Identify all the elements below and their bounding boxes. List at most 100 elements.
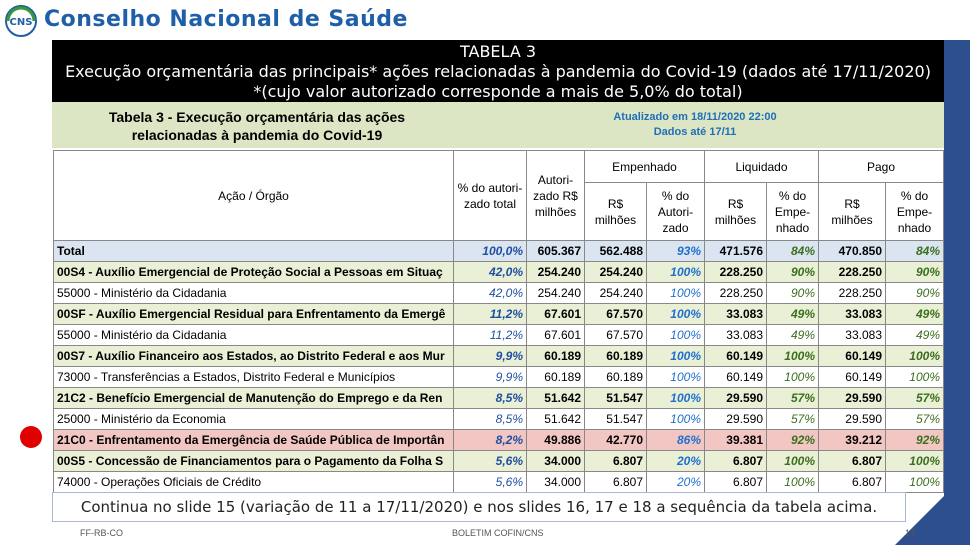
row-acao: 21C0 - Enfrentamento da Emergência de Sa… [53,429,454,451]
row-acao: 73000 - Transferências a Estados, Distri… [53,366,454,388]
row-pago-pct: 84% [885,240,944,262]
banner-subtitle: Execução orçamentária das principais* aç… [65,62,931,81]
row-autorizado: 605.367 [526,240,585,262]
row-autorizado: 51.642 [526,408,585,430]
row-pct-total: 11,2% [453,324,527,346]
subheader-title: Tabela 3 - Execução orçamentária das açõ… [108,109,406,143]
row-acao: 00S7 - Auxílio Financeiro aos Estados, a… [53,345,454,367]
col-header-pago: Pago [818,150,944,183]
row-empenhado-pct: 100% [646,303,705,325]
row-liquidado-pct: 100% [766,345,819,367]
row-pago-pct: 100% [885,450,944,472]
budget-table: Ação / Órgão % do autori- zado total Aut… [53,150,944,493]
row-empenhado-pct: 100% [646,366,705,388]
row-pago-pct: 90% [885,261,944,283]
col-header-pago-rs: R$ milhões [818,182,886,241]
row-liquidado: 29.590 [704,387,767,409]
row-autorizado: 254.240 [526,261,585,283]
col-header-liquidado: Liquidado [704,150,819,183]
row-pct-total: 8,2% [453,429,527,451]
row-pago: 228.250 [818,282,886,304]
footer-center: BOLETIM COFIN/CNS [452,528,544,538]
row-pago: 39.212 [818,429,886,451]
row-pago: 470.850 [818,240,886,262]
table-row: 73000 - Transferências a Estados, Distri… [53,366,944,388]
col-header-autorizado: Autori- zado R$ milhões [526,150,585,241]
highlight-marker-icon [20,426,42,448]
row-autorizado: 60.189 [526,366,585,388]
row-acao: 00S4 - Auxílio Emergencial de Proteção S… [53,261,454,283]
subheader-update: Atualizado em 18/11/2020 22:00 Dados até… [600,110,790,140]
cns-logo-icon: CNS [5,5,37,37]
table-row: 00S5 - Concessão de Financiamentos para … [53,450,944,472]
table-banner: TABELA 3 Execução orçamentária das princ… [52,40,944,102]
row-pct-total: 5,6% [453,471,527,493]
row-liquidado: 33.083 [704,303,767,325]
table-row: 00S7 - Auxílio Financeiro aos Estados, a… [53,345,944,367]
footer-left: FF-RB-CO [80,528,123,538]
row-empenhado: 42.770 [584,429,647,451]
table-row: Total 100,0% 605.367 562.488 93% 471.576 84% 47… [53,240,944,262]
row-pago-pct: 90% [885,282,944,304]
row-empenhado: 254.240 [584,261,647,283]
row-pago: 33.083 [818,324,886,346]
row-acao: 25000 - Ministério da Economia [53,408,454,430]
continuation-note: Continua no slide 15 (variação de 11 a 1… [52,492,906,522]
row-liquidado: 60.149 [704,366,767,388]
row-empenhado-pct: 100% [646,282,705,304]
banner-note: *(cujo valor autorizado corresponde a ma… [253,82,743,101]
row-acao: 55000 - Ministério da Cidadania [53,324,454,346]
row-acao: 00SF - Auxílio Emergencial Residual para… [53,303,454,325]
row-empenhado: 60.189 [584,345,647,367]
table-row: 21C0 - Enfrentamento da Emergência de Sa… [53,429,944,451]
row-pct-total: 9,9% [453,345,527,367]
logo-text: CNS [10,17,33,28]
row-pct-total: 8,5% [453,387,527,409]
row-liquidado-pct: 90% [766,282,819,304]
col-header-liq-pct: % do Empe- nhado [766,182,819,241]
row-liquidado-pct: 57% [766,408,819,430]
row-empenhado: 254.240 [584,282,647,304]
row-empenhado: 67.570 [584,303,647,325]
row-empenhado: 6.807 [584,471,647,493]
row-pago: 6.807 [818,471,886,493]
row-liquidado-pct: 90% [766,261,819,283]
table-row: 00S4 - Auxílio Emergencial de Proteção S… [53,261,944,283]
row-pago: 228.250 [818,261,886,283]
row-empenhado-pct: 100% [646,387,705,409]
row-pago: 33.083 [818,303,886,325]
row-empenhado-pct: 100% [646,261,705,283]
row-empenhado: 67.570 [584,324,647,346]
row-pago-pct: 92% [885,429,944,451]
row-liquidado-pct: 57% [766,387,819,409]
updated-timestamp: Atualizado em 18/11/2020 22:00 [613,111,777,123]
col-header-emp-rs: R$ milhões [584,182,647,241]
row-pct-total: 9,9% [453,366,527,388]
row-autorizado: 67.601 [526,303,585,325]
row-acao: 74000 - Operações Oficiais de Crédito [53,471,454,493]
row-pago-pct: 100% [885,345,944,367]
row-pct-total: 42,0% [453,282,527,304]
row-liquidado-pct: 84% [766,240,819,262]
col-header-empenhado: Empenhado [584,150,705,183]
row-pago: 29.590 [818,387,886,409]
row-autorizado: 49.886 [526,429,585,451]
row-liquidado-pct: 49% [766,303,819,325]
col-header-liq-rs: R$ milhões [704,182,767,241]
table-row: 21C2 - Benefício Emergencial de Manutenç… [53,387,944,409]
row-empenhado: 51.547 [584,408,647,430]
table-row: 55000 - Ministério da Cidadania 42,0% 254.… [53,282,944,304]
table-row: 74000 - Operações Oficiais de Crédito 5,6… [53,471,944,493]
row-acao: 55000 - Ministério da Cidadania [53,282,454,304]
row-liquidado: 6.807 [704,450,767,472]
row-liquidado: 228.250 [704,261,767,283]
row-acao: Total [53,240,454,262]
row-empenhado: 60.189 [584,366,647,388]
row-empenhado-pct: 20% [646,450,705,472]
row-autorizado: 51.642 [526,387,585,409]
row-liquidado: 228.250 [704,282,767,304]
row-liquidado: 60.149 [704,345,767,367]
row-empenhado-pct: 93% [646,240,705,262]
row-liquidado-pct: 100% [766,450,819,472]
row-pct-total: 100,0% [453,240,527,262]
